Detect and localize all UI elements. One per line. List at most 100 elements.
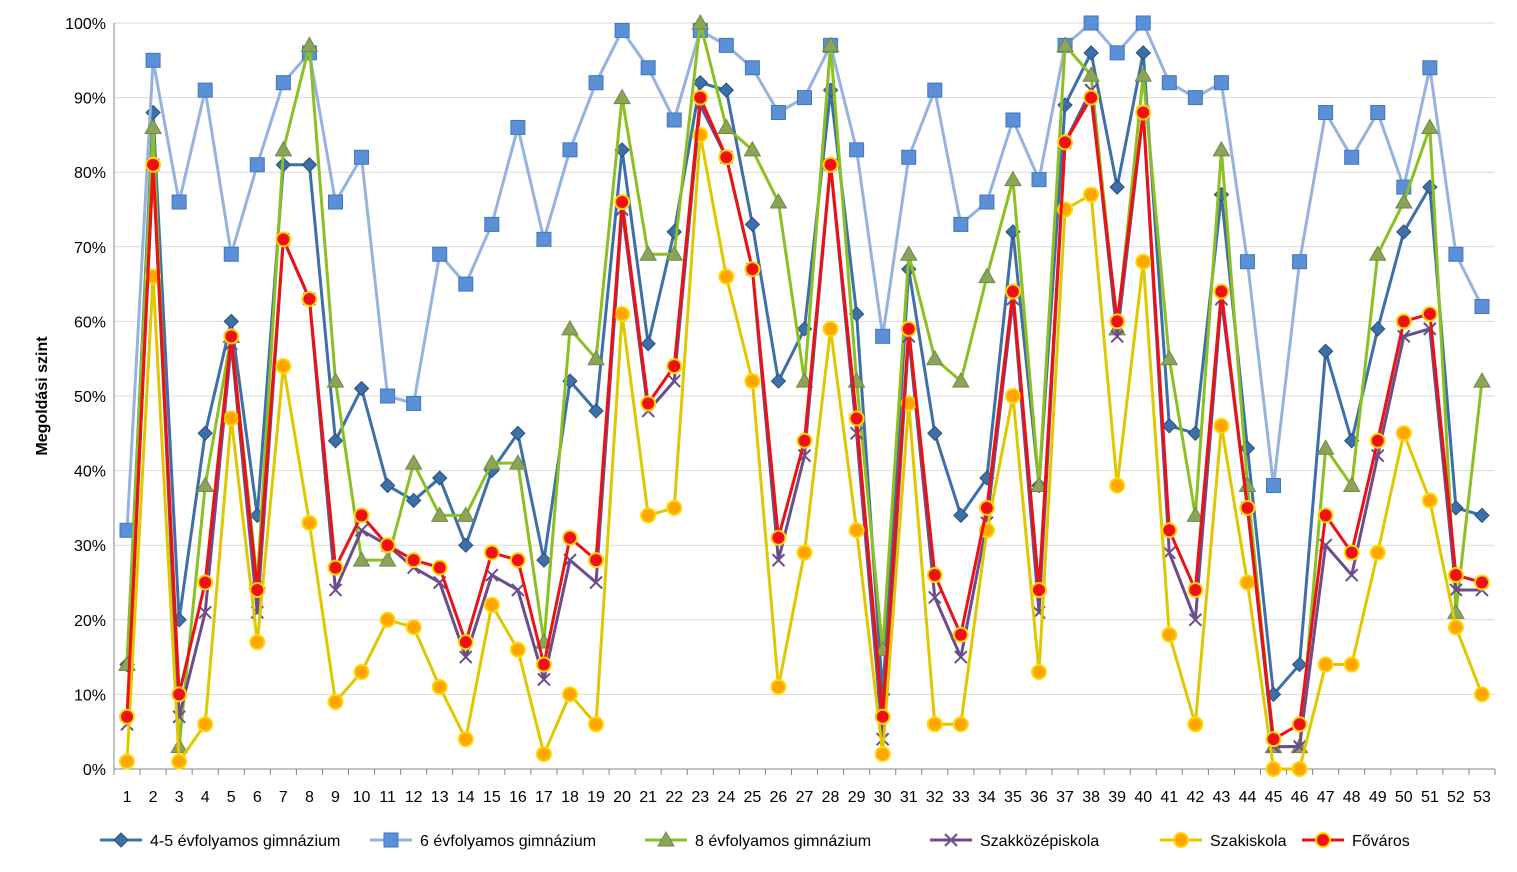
x-tick-label: 9 [331, 789, 340, 806]
data-point [796, 544, 813, 561]
data-point [1188, 613, 1203, 627]
data-point [1239, 440, 1256, 456]
data-point [1317, 507, 1334, 524]
data-point [1212, 140, 1231, 157]
marker-stroke [928, 590, 942, 605]
data-point [1083, 89, 1100, 106]
data-point [1187, 90, 1203, 106]
data-point [1135, 104, 1152, 121]
x-tick-label: 2 [149, 789, 158, 806]
x-tick-label: 29 [848, 789, 866, 806]
marker-stroke [944, 833, 958, 847]
data-point [1186, 506, 1205, 522]
data-point [275, 358, 292, 375]
data-point [1265, 731, 1282, 748]
data-point [665, 245, 684, 261]
x-tick-label: 36 [1030, 789, 1048, 806]
data-point [1213, 75, 1229, 91]
data-point [1083, 186, 1100, 203]
data-point [1109, 45, 1125, 61]
data-point [223, 410, 240, 427]
data-point [301, 514, 318, 531]
data-point [327, 693, 344, 710]
data-point [1420, 118, 1439, 134]
data-point [874, 746, 891, 763]
x-tick-label: 45 [1265, 789, 1283, 806]
data-point [1291, 716, 1308, 733]
data-point [666, 499, 683, 516]
data-point [770, 373, 787, 389]
data-point [667, 374, 681, 388]
data-point [145, 52, 161, 68]
data-point [901, 149, 917, 165]
data-point [874, 708, 891, 725]
data-point [848, 410, 865, 427]
data-point [587, 349, 605, 366]
marker-stroke [511, 583, 525, 597]
y-tick-label: 20% [74, 613, 106, 630]
y-tick-label: 70% [74, 240, 106, 257]
marker-stroke [198, 605, 212, 620]
y-tick-label: 30% [74, 538, 106, 555]
data-point [875, 328, 891, 344]
x-tick-label: 16 [509, 789, 527, 806]
legend-label: Szakiskola [1210, 833, 1287, 850]
data-point [1396, 224, 1412, 240]
data-point [1317, 343, 1334, 359]
marker-stroke [354, 523, 369, 537]
data-point [640, 336, 656, 352]
data-point [1005, 112, 1021, 128]
data-point [639, 245, 658, 261]
x-tick-labels: 1 2 3 4 5 6 7 8 9 10 11 12 13 14 15 16 17 18 19 20 21 22 23 24 2… [123, 789, 1491, 806]
x-tick-label: 47 [1317, 789, 1335, 806]
data-point [249, 581, 266, 598]
data-point [197, 574, 214, 591]
legend-swatch-marker [383, 832, 399, 848]
marker-stroke [485, 568, 499, 582]
data-point [301, 157, 318, 173]
legend-swatch-marker [944, 833, 958, 847]
marker-stroke [537, 672, 551, 687]
data-point [900, 320, 917, 337]
data-point [1004, 388, 1021, 404]
data-point [145, 104, 161, 121]
data-point [1447, 619, 1464, 636]
data-point [666, 112, 682, 128]
legend-swatch-marker [1173, 832, 1189, 848]
marker-stroke [771, 553, 786, 567]
x-tick-label: 23 [691, 789, 709, 806]
data-point [144, 118, 162, 134]
x-tick-label: 44 [1239, 789, 1257, 806]
series-5 [119, 126, 1490, 777]
data-point [1370, 321, 1386, 337]
series-line [125, 88, 1482, 749]
data-point [1368, 245, 1387, 261]
data-point [510, 425, 526, 442]
data-point [588, 75, 604, 91]
legend-item: Szakközépiskola [930, 833, 1099, 850]
x-tick-label: 52 [1447, 789, 1465, 806]
data-point [274, 140, 293, 157]
data-point [954, 650, 968, 664]
x-tick-label: 11 [379, 789, 396, 806]
data-point [978, 267, 996, 284]
data-point [1316, 439, 1335, 455]
data-point [1292, 254, 1308, 270]
data-point [797, 90, 812, 106]
data-point [536, 552, 552, 568]
data-point [770, 678, 787, 695]
data-point [770, 529, 787, 546]
legend-item: 4-5 évfolyamos gimnázium [100, 832, 340, 850]
x-tick-label: 5 [227, 789, 236, 806]
data-point [353, 380, 370, 397]
series-2 [119, 15, 1490, 538]
data-point [510, 119, 526, 135]
data-point [562, 142, 578, 158]
data-point [1474, 507, 1490, 524]
data-point [197, 425, 213, 442]
data-point [1473, 686, 1490, 703]
legend-label: Szakközépiskola [980, 833, 1099, 850]
data-point [198, 605, 212, 620]
data-point [509, 552, 526, 569]
data-point [744, 261, 761, 278]
